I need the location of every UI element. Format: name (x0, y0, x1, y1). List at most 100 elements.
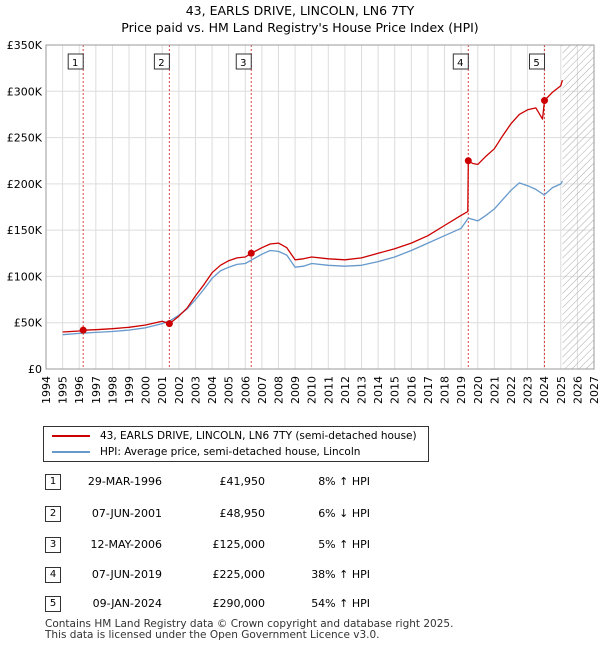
y-tick-label: £300K (7, 85, 43, 98)
sale-point (541, 97, 549, 105)
x-tick-label: 2002 (173, 376, 186, 404)
x-tick-label: 2010 (306, 376, 319, 404)
x-tick-label: 2012 (339, 376, 352, 404)
sale-point (247, 249, 255, 257)
footer-copyright: Contains HM Land Registry data © Crown c… (45, 618, 454, 630)
sale-price: £125,000 (212, 538, 266, 551)
sale-number-label: 4 (457, 58, 463, 69)
sale-hpi-diff: 54% ↑ HPI (311, 597, 370, 610)
sale-hpi-diff: 38% ↑ HPI (311, 568, 370, 581)
x-tick-label: 1994 (40, 376, 53, 404)
sale-price: £290,000 (212, 597, 266, 610)
x-tick-label: 2023 (522, 376, 535, 404)
sale-number: 2 (45, 506, 61, 522)
x-tick-label: 2025 (555, 376, 568, 404)
future-hatch (562, 45, 594, 369)
y-tick-label: £0 (28, 363, 42, 376)
x-tick-label: 2001 (156, 376, 169, 404)
sale-number: 3 (45, 537, 61, 553)
x-tick-label: 2024 (538, 376, 551, 404)
sale-date: 09-JAN-2024 (92, 597, 162, 610)
sale-number: 1 (45, 474, 61, 490)
sale-number: 4 (45, 567, 61, 583)
x-tick-label: 2003 (189, 376, 202, 404)
sale-date: 07-JUN-2001 (91, 507, 162, 520)
grid (45, 44, 595, 370)
y-tick-label: £200K (7, 178, 43, 191)
y-tick-label: £350K (7, 39, 43, 52)
legend-label-property: 43, EARLS DRIVE, LINCOLN, LN6 7TY (semi-… (100, 430, 417, 442)
x-tick-label: 2020 (472, 376, 485, 404)
sale-number-box (529, 53, 546, 70)
sale-number-box (452, 53, 469, 70)
x-tick-label: 2022 (505, 376, 518, 404)
sale-point (464, 157, 472, 165)
price-chart: 1 2 3 4 5 1994 1995 1996 1997 1998 1999 2000 2001 20… (7, 39, 600, 404)
legend: 43, EARLS DRIVE, LINCOLN, LN6 7TY (semi-… (43, 426, 429, 462)
x-tick-label: 1999 (123, 376, 136, 404)
x-tick-label: 2018 (439, 376, 452, 404)
x-tick-label: 2011 (322, 376, 335, 404)
series-lines (62, 80, 564, 336)
sale-date: 12-MAY-2006 (90, 538, 162, 551)
sale-date: 29-MAR-1996 (87, 475, 162, 488)
x-tick-label: 2027 (588, 376, 600, 404)
footer-licence: This data is licensed under the Open Gov… (45, 629, 380, 641)
sale-number-box (235, 53, 252, 70)
sale-hpi-diff: 8% ↑ HPI (318, 475, 370, 488)
x-tick-label: 2026 (571, 376, 584, 404)
x-tick-label: 2007 (256, 376, 269, 404)
axes: 1994 1995 1996 1997 1998 1999 2000 2001 2002 2003… (7, 39, 600, 404)
x-tick-label: 2006 (239, 376, 252, 404)
sale-price: £41,950 (219, 475, 266, 488)
sale-point (165, 320, 173, 328)
x-tick-label: 2009 (289, 376, 302, 404)
x-tick-label: 2019 (455, 376, 468, 404)
sale-point (79, 326, 87, 334)
legend-swatch-hpi (52, 451, 90, 453)
sale-price: £225,000 (212, 568, 266, 581)
x-tick-label: 2008 (272, 376, 285, 404)
hpi-series-line (62, 180, 563, 336)
future-hatch-area (562, 45, 594, 369)
property-series-line (62, 80, 564, 333)
x-tick-label: 2017 (422, 376, 435, 404)
sale-number-label: 1 (72, 58, 78, 69)
sale-row: 3 12-MAY-2006 £125,000 5% ↑ HPI (0, 533, 600, 557)
x-tick-label: 1998 (106, 376, 119, 404)
sale-row: 1 29-MAR-1996 £41,950 8% ↑ HPI (0, 470, 600, 494)
sale-row: 4 07-JUN-2019 £225,000 38% ↑ HPI (0, 563, 600, 587)
footer: Contains HM Land Registry data © Crown c… (45, 619, 453, 641)
legend-swatch-property (52, 435, 90, 437)
x-tick-label: 2015 (389, 376, 402, 404)
chart-title: 43, EARLS DRIVE, LINCOLN, LN6 7TY Price … (0, 2, 600, 36)
sale-number-box (153, 53, 170, 70)
sale-number-label: 3 (240, 58, 246, 69)
x-tick-label: 2004 (206, 376, 219, 404)
chart-title-line1: 43, EARLS DRIVE, LINCOLN, LN6 7TY (185, 3, 415, 18)
plot-border (45, 44, 595, 370)
sale-number-box (67, 53, 84, 70)
chart-subtitle: Price paid vs. HM Land Registry's House … (121, 20, 479, 35)
y-tick-label: £250K (7, 132, 43, 145)
x-tick-label: 2014 (372, 376, 385, 404)
sale-date: 07-JUN-2019 (91, 568, 162, 581)
sale-number: 5 (45, 596, 61, 612)
x-tick-label: 2021 (488, 376, 501, 404)
sale-hpi-diff: 6% ↓ HPI (318, 507, 370, 520)
sale-number-label: 2 (158, 58, 164, 69)
sale-row: 2 07-JUN-2001 £48,950 6% ↓ HPI (0, 502, 600, 526)
x-tick-label: 2005 (223, 376, 236, 404)
x-tick-label: 2016 (405, 376, 418, 404)
x-tick-label: 1996 (73, 376, 86, 404)
y-tick-label: £50K (14, 317, 43, 330)
x-tick-label: 2000 (140, 376, 153, 404)
sale-hpi-diff: 5% ↑ HPI (318, 538, 370, 551)
y-tick-label: £150K (7, 224, 43, 237)
sale-number-label: 5 (533, 58, 539, 69)
y-tick-label: £100K (7, 270, 43, 283)
sale-row: 5 09-JAN-2024 £290,000 54% ↑ HPI (0, 592, 600, 616)
sale-markers: 1 2 3 4 5 (67, 53, 549, 334)
plot-area (46, 45, 594, 369)
legend-label-hpi: HPI: Average price, semi-detached house,… (100, 446, 361, 458)
